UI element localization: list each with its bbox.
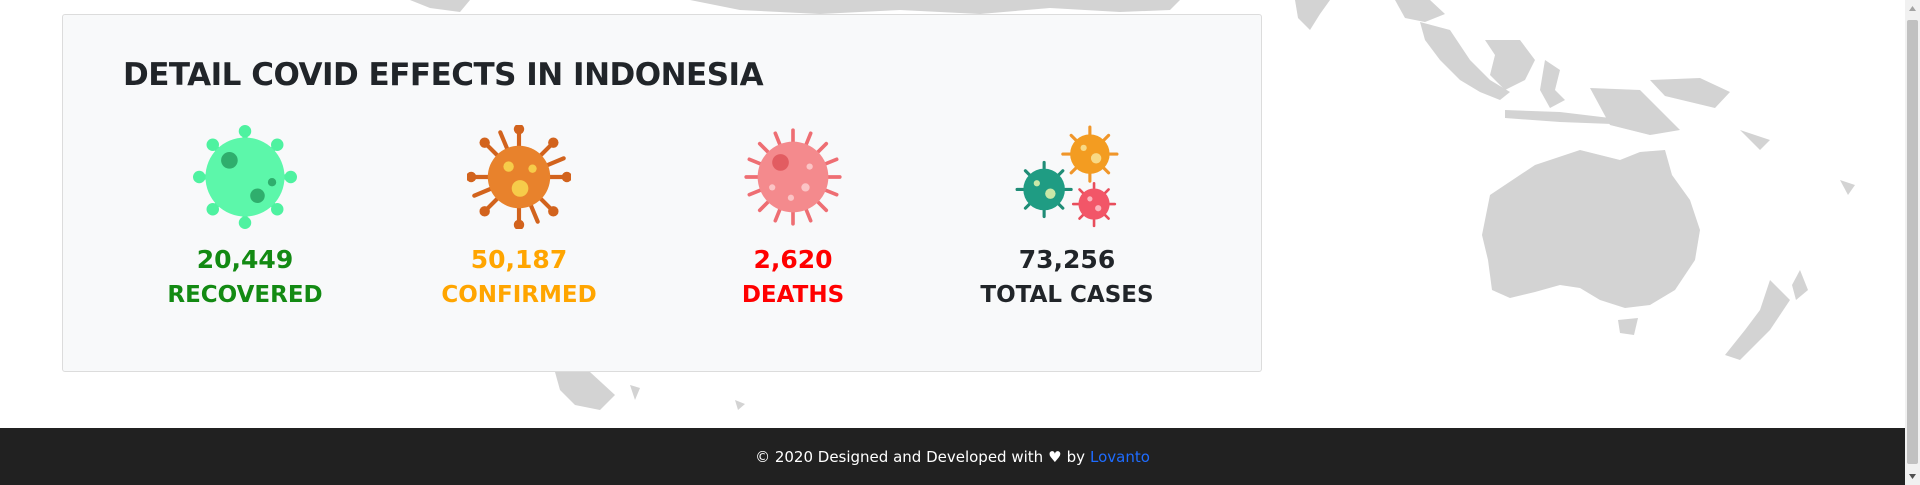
- world-map-background: [410, 0, 1855, 410]
- virus-cluster-icon: [1015, 125, 1119, 228]
- footer-copyright: © 2020 Designed and Developed with: [755, 447, 1044, 466]
- stat-total-cases: 73,256 TOTAL CASES: [937, 125, 1197, 309]
- footer: © 2020 Designed and Developed with ♥ by …: [0, 428, 1905, 485]
- stat-confirmed: 50,187 CONFIRMED: [389, 125, 649, 309]
- scroll-down-arrow-icon[interactable]: [1905, 468, 1920, 485]
- recovered-label: RECOVERED: [167, 282, 323, 308]
- green-virus-icon: [193, 125, 297, 229]
- total-cases-label: TOTAL CASES: [980, 282, 1154, 308]
- total-cases-count: 73,256: [1018, 245, 1116, 274]
- scrollbar-thumb[interactable]: [1907, 20, 1918, 464]
- scroll-up-arrow-icon[interactable]: [1905, 0, 1920, 17]
- stat-deaths: 2,620 DEATHS: [663, 125, 923, 309]
- detail-card: DETAIL COVID EFFECTS IN INDONESIA 20,449…: [62, 14, 1262, 372]
- author-link[interactable]: Lovanto: [1090, 447, 1150, 466]
- stat-recovered: 20,449 RECOVERED: [115, 125, 375, 309]
- heart-icon: ♥: [1048, 447, 1062, 466]
- deaths-label: DEATHS: [741, 282, 845, 308]
- confirmed-label: CONFIRMED: [441, 282, 597, 308]
- vertical-scrollbar[interactable]: [1905, 0, 1920, 485]
- orange-virus-icon: [467, 125, 571, 229]
- confirmed-count: 50,187: [470, 245, 568, 274]
- deaths-count: 2,620: [753, 245, 833, 274]
- page-title: DETAIL COVID EFFECTS IN INDONESIA: [123, 57, 764, 93]
- footer-by: by: [1066, 447, 1086, 466]
- pink-virus-icon: [744, 128, 842, 226]
- recovered-count: 20,449: [196, 245, 294, 274]
